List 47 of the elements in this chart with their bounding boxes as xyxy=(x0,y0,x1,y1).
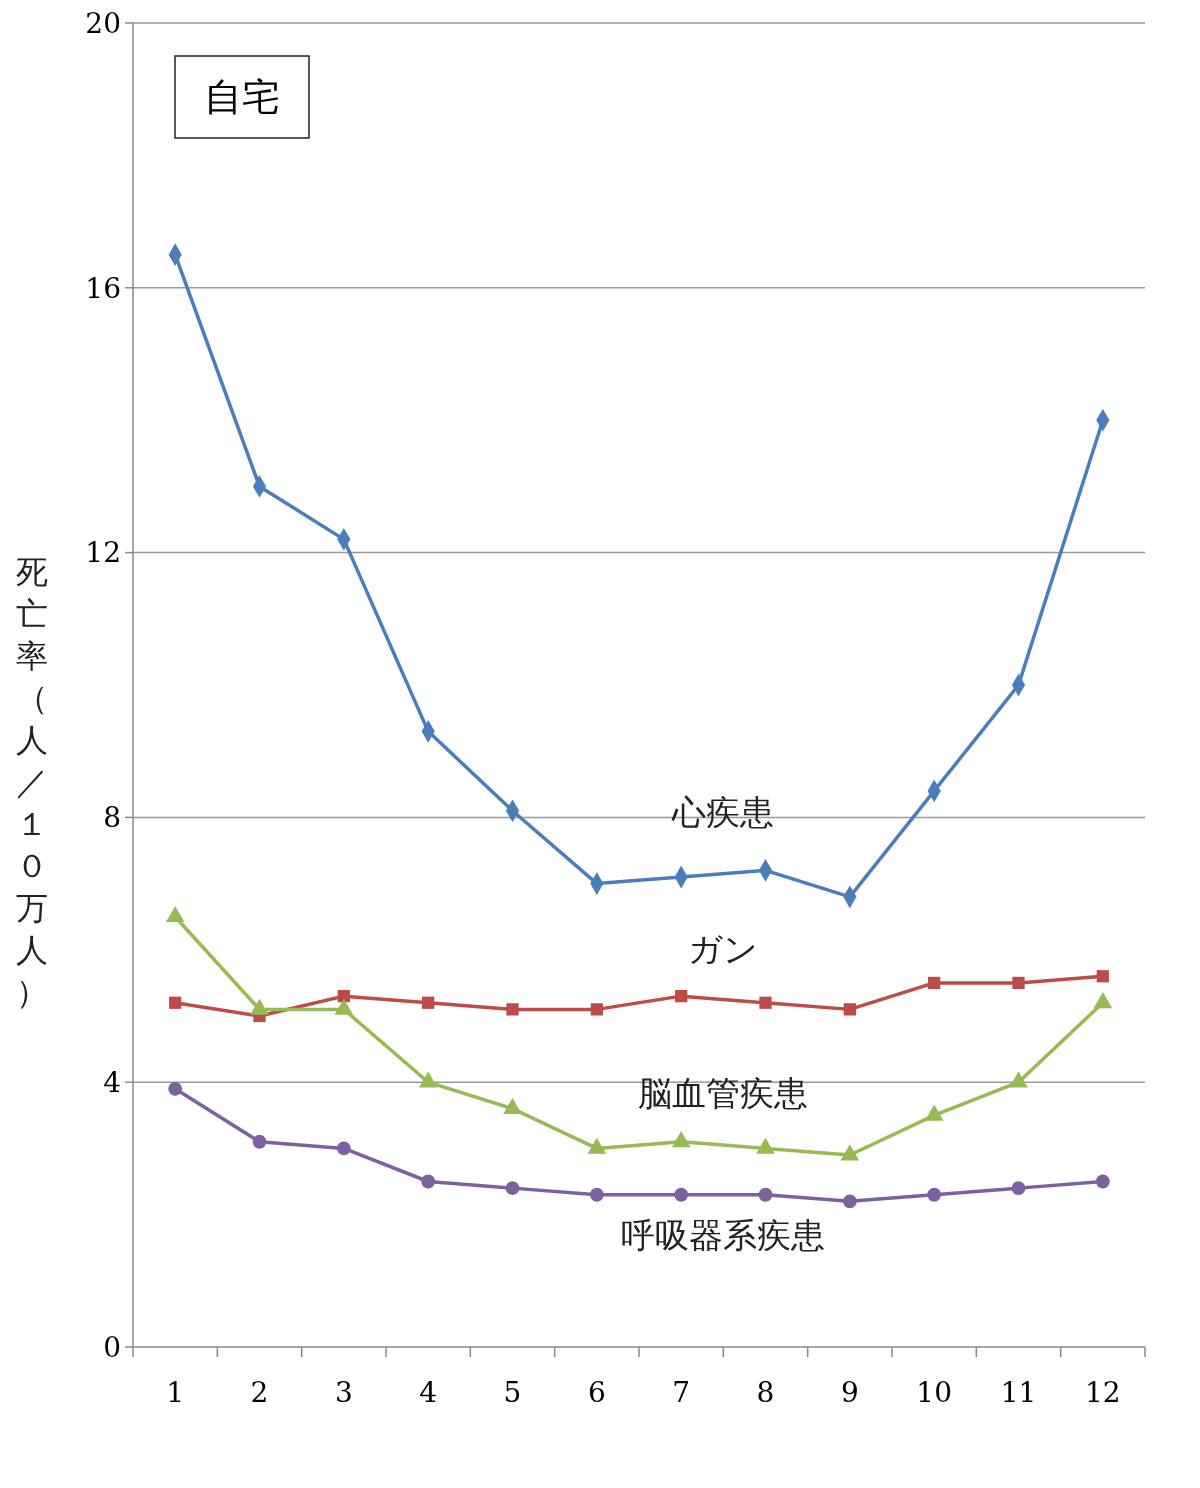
x-tick-label: 8 xyxy=(756,1376,775,1409)
x-tick-label: 11 xyxy=(1000,1376,1037,1409)
point xyxy=(675,990,688,1003)
x-tick-label: 12 xyxy=(1085,1376,1121,1409)
x-tick-label: 9 xyxy=(840,1376,859,1409)
point xyxy=(759,996,772,1009)
y-tick-label: 20 xyxy=(85,6,121,40)
point xyxy=(928,976,941,990)
point xyxy=(758,1187,773,1202)
point xyxy=(589,1187,604,1202)
x-tick-label: 3 xyxy=(334,1376,353,1409)
series-label: 脳血管疾患 xyxy=(638,1073,809,1114)
point xyxy=(1011,1181,1026,1196)
point xyxy=(336,1141,351,1156)
series-label: 呼吸器系疾患 xyxy=(621,1214,826,1255)
x-tick-label: 10 xyxy=(916,1376,952,1409)
point xyxy=(506,1003,519,1016)
point xyxy=(168,1081,183,1096)
point xyxy=(337,990,350,1003)
point xyxy=(1012,976,1025,990)
point xyxy=(927,1187,942,1202)
y-tick-label: 4 xyxy=(103,1066,121,1099)
point xyxy=(252,1134,267,1149)
point xyxy=(590,1003,603,1016)
point xyxy=(422,996,435,1009)
x-tick-label: 5 xyxy=(503,1376,522,1409)
x-tick-label: 1 xyxy=(166,1376,185,1409)
point xyxy=(1095,1174,1110,1189)
x-tick-label: 4 xyxy=(419,1376,438,1409)
y-tick-label: 0 xyxy=(103,1330,121,1364)
point xyxy=(505,1181,520,1196)
point xyxy=(421,1174,436,1189)
series-label: ガン xyxy=(688,929,759,970)
x-tick-label: 7 xyxy=(672,1376,691,1409)
x-tick-label: 6 xyxy=(587,1376,606,1409)
point xyxy=(674,1187,689,1202)
x-tick-label: 2 xyxy=(250,1376,269,1409)
y-tick-label: 16 xyxy=(85,271,121,305)
text: 死亡率（人／１０万人） xyxy=(16,553,48,1011)
point xyxy=(842,1194,857,1209)
annotation: 自宅 xyxy=(204,75,280,120)
y-tick-label: 8 xyxy=(103,801,121,835)
point xyxy=(843,1003,856,1016)
point xyxy=(169,996,182,1009)
y-tick-label: 12 xyxy=(85,536,121,570)
series-label: 心疾患 xyxy=(671,791,775,832)
point xyxy=(1096,970,1109,983)
